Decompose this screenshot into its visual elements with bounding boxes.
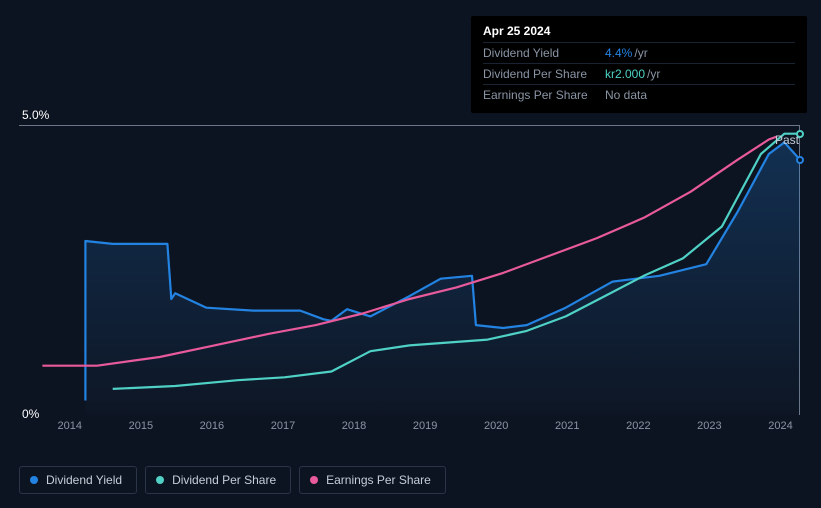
dividend-chart: Apr 25 2024 Dividend Yield4.4%/yrDividen… — [0, 0, 821, 508]
tooltip-unit: /yr — [647, 67, 660, 81]
chart-svg — [19, 125, 800, 415]
tooltip-label: Earnings Per Share — [483, 88, 605, 102]
past-label: Past — [775, 133, 799, 147]
legend-label: Dividend Per Share — [172, 473, 276, 487]
x-axis-label: 2023 — [697, 420, 721, 432]
tooltip-row: Dividend Per Sharekr2.000/yr — [483, 63, 795, 84]
chart-legend: Dividend Yield Dividend Per Share Earnings… — [19, 466, 446, 494]
tooltip-value: 4.4% — [605, 46, 632, 60]
legend-dot-icon — [310, 476, 318, 484]
series-end-marker — [796, 156, 804, 164]
legend-item[interactable]: Dividend Per Share — [145, 466, 291, 494]
tooltip-row: Earnings Per ShareNo data — [483, 84, 795, 105]
x-axis-label: 2014 — [58, 420, 82, 432]
x-axis-label: 2022 — [626, 420, 650, 432]
x-axis-label: 2018 — [342, 420, 366, 432]
x-axis-label: 2019 — [413, 420, 437, 432]
x-axis-label: 2017 — [271, 420, 295, 432]
tooltip-label: Dividend Yield — [483, 46, 605, 60]
legend-dot-icon — [156, 476, 164, 484]
tooltip-value: No data — [605, 88, 647, 102]
legend-item[interactable]: Earnings Per Share — [299, 466, 446, 494]
legend-label: Earnings Per Share — [326, 473, 431, 487]
x-axis-label: 2015 — [129, 420, 153, 432]
x-axis-label: 2020 — [484, 420, 508, 432]
x-axis-label: 2021 — [555, 420, 579, 432]
legend-dot-icon — [30, 476, 38, 484]
x-axis-label: 2024 — [768, 420, 792, 432]
tooltip-row: Dividend Yield4.4%/yr — [483, 42, 795, 63]
tooltip-date: Apr 25 2024 — [483, 24, 795, 42]
chart-tooltip: Apr 25 2024 Dividend Yield4.4%/yrDividen… — [471, 16, 807, 113]
x-axis-label: 2016 — [200, 420, 224, 432]
legend-label: Dividend Yield — [46, 473, 122, 487]
tooltip-value: kr2.000 — [605, 67, 645, 81]
legend-item[interactable]: Dividend Yield — [19, 466, 137, 494]
tooltip-label: Dividend Per Share — [483, 67, 605, 81]
tooltip-unit: /yr — [634, 46, 647, 60]
y-axis-max: 5.0% — [22, 108, 49, 122]
